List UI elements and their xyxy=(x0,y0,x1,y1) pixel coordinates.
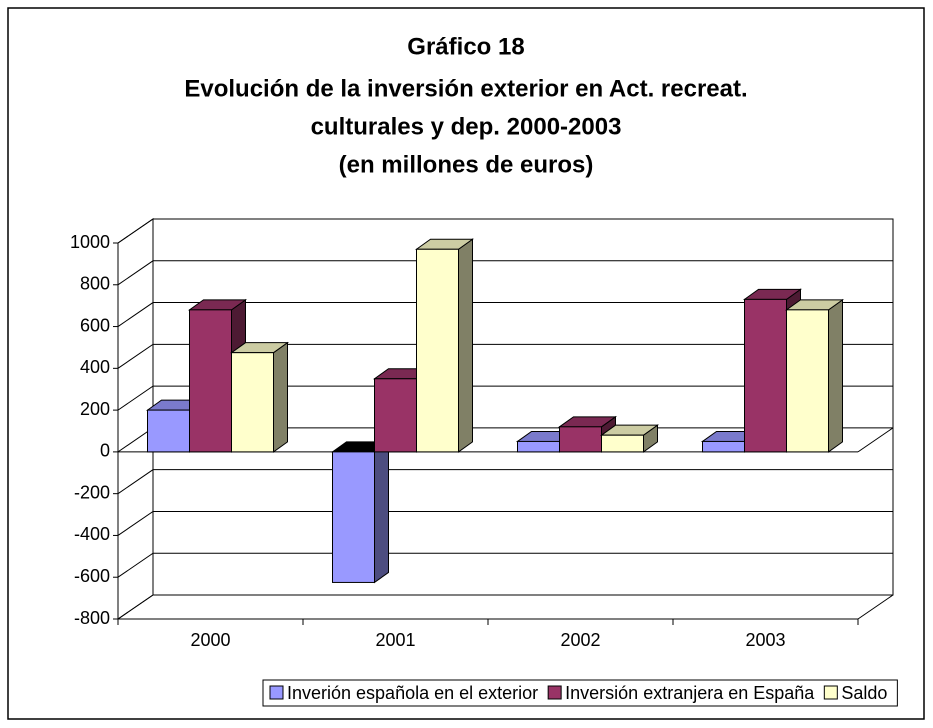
legend-swatch xyxy=(269,685,284,700)
y-tick-label: 600 xyxy=(80,315,110,335)
bar-side xyxy=(458,238,473,453)
bar-side xyxy=(273,341,288,453)
bar xyxy=(374,378,417,453)
bar-side xyxy=(828,298,843,453)
legend-label: Inverión española en el exterior xyxy=(287,683,538,703)
y-tick-label: 0 xyxy=(100,441,110,461)
y-tick-label: 200 xyxy=(80,399,110,419)
bar xyxy=(786,309,829,453)
bar xyxy=(744,298,787,453)
grid-line xyxy=(117,510,893,536)
chart-title: (en millones de euros) xyxy=(339,151,594,178)
y-tick-label: 800 xyxy=(80,274,110,294)
x-tick-label: 2003 xyxy=(745,630,785,650)
grid-line xyxy=(117,302,893,327)
bar xyxy=(416,248,459,453)
bar xyxy=(559,426,602,453)
grid-line xyxy=(117,469,893,495)
y-tick-label: 1000 xyxy=(70,232,110,252)
bar xyxy=(231,352,274,453)
y-tick-label: 400 xyxy=(80,357,110,377)
bar xyxy=(702,440,745,453)
grid-line xyxy=(117,260,893,286)
legend-box xyxy=(262,679,898,707)
legend-label: Saldo xyxy=(841,683,887,703)
x-tick-label: 2000 xyxy=(190,630,230,650)
floor-edge xyxy=(857,427,894,453)
chart-title: Gráfico 18 xyxy=(407,33,524,60)
x-tick-label: 2001 xyxy=(375,630,415,650)
legend-label: Inversión extranjera en España xyxy=(565,683,815,703)
bar xyxy=(601,434,644,453)
grid-line xyxy=(117,594,893,620)
chart-title: Evolución de la inversión exterior en Ac… xyxy=(184,75,747,102)
grid-line xyxy=(117,218,893,244)
y-tick-label: -800 xyxy=(74,608,110,628)
y-tick-label: -200 xyxy=(74,482,110,502)
grid-line xyxy=(117,385,893,411)
x-tick-label: 2002 xyxy=(560,630,600,650)
bar-side xyxy=(374,440,389,584)
grid-line xyxy=(117,343,893,369)
bar xyxy=(332,451,375,583)
bar xyxy=(517,440,560,453)
bar xyxy=(147,409,190,453)
legend-swatch xyxy=(547,685,562,700)
legend-swatch xyxy=(823,685,838,700)
y-tick-label: -600 xyxy=(74,566,110,586)
bar xyxy=(189,309,232,453)
chart-title: culturales y dep. 2000-2003 xyxy=(311,113,622,140)
y-tick-label: -400 xyxy=(74,524,110,544)
grid-line xyxy=(117,552,893,578)
x-axis-depth xyxy=(857,594,894,620)
